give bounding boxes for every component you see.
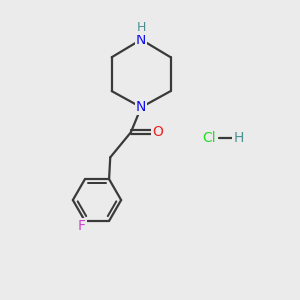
Text: N: N xyxy=(136,100,146,114)
Text: O: O xyxy=(152,125,164,139)
Text: H: H xyxy=(136,21,146,34)
Text: F: F xyxy=(78,219,86,233)
Text: N: N xyxy=(136,33,146,46)
Text: Cl: Cl xyxy=(202,131,216,145)
Text: H: H xyxy=(233,131,244,145)
